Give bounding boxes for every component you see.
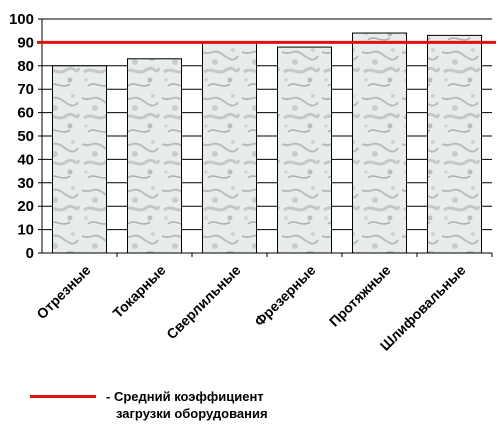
bar	[127, 58, 182, 254]
legend-text: - Средний коэффициент загрузки оборудова…	[106, 388, 268, 422]
legend-text-line1: - Средний коэффициент	[106, 389, 264, 404]
y-tick-label: 30	[17, 175, 34, 192]
bars	[52, 32, 482, 254]
y-tick-label: 40	[17, 151, 34, 168]
y-tick-label: 100	[9, 11, 34, 28]
y-tick-label: 10	[17, 222, 34, 239]
y-tick-label: 80	[17, 58, 34, 75]
legend: - Средний коэффициент загрузки оборудова…	[30, 388, 330, 428]
y-tick-label: 70	[17, 81, 34, 98]
y-tick-label: 20	[17, 198, 34, 215]
y-tick-label: 50	[17, 128, 34, 145]
legend-line-swatch	[30, 395, 96, 398]
bar	[427, 34, 482, 254]
x-category-label: Отрезные	[33, 262, 93, 322]
legend-text-line2: загрузки оборудования	[116, 406, 268, 421]
y-tick-label: 90	[17, 34, 34, 51]
x-category-label: Сверлильные	[163, 262, 244, 343]
x-category-label: Фрезерные	[251, 262, 319, 330]
y-tick-label: 0	[26, 245, 34, 262]
y-axis: 0 10 20 30 40 50 60 70 80 90 100	[9, 11, 493, 262]
x-category-label: Токарные	[109, 262, 168, 321]
bar	[277, 46, 332, 254]
bar	[352, 32, 407, 254]
bar-chart: 0 10 20 30 40 50 60 70 80 90 100 Отрезные ТокарныеС…	[9, 11, 496, 354]
y-tick-label: 60	[17, 105, 34, 122]
bar	[52, 65, 107, 254]
bar	[202, 41, 257, 254]
x-category-label: Протяжные	[326, 262, 394, 330]
